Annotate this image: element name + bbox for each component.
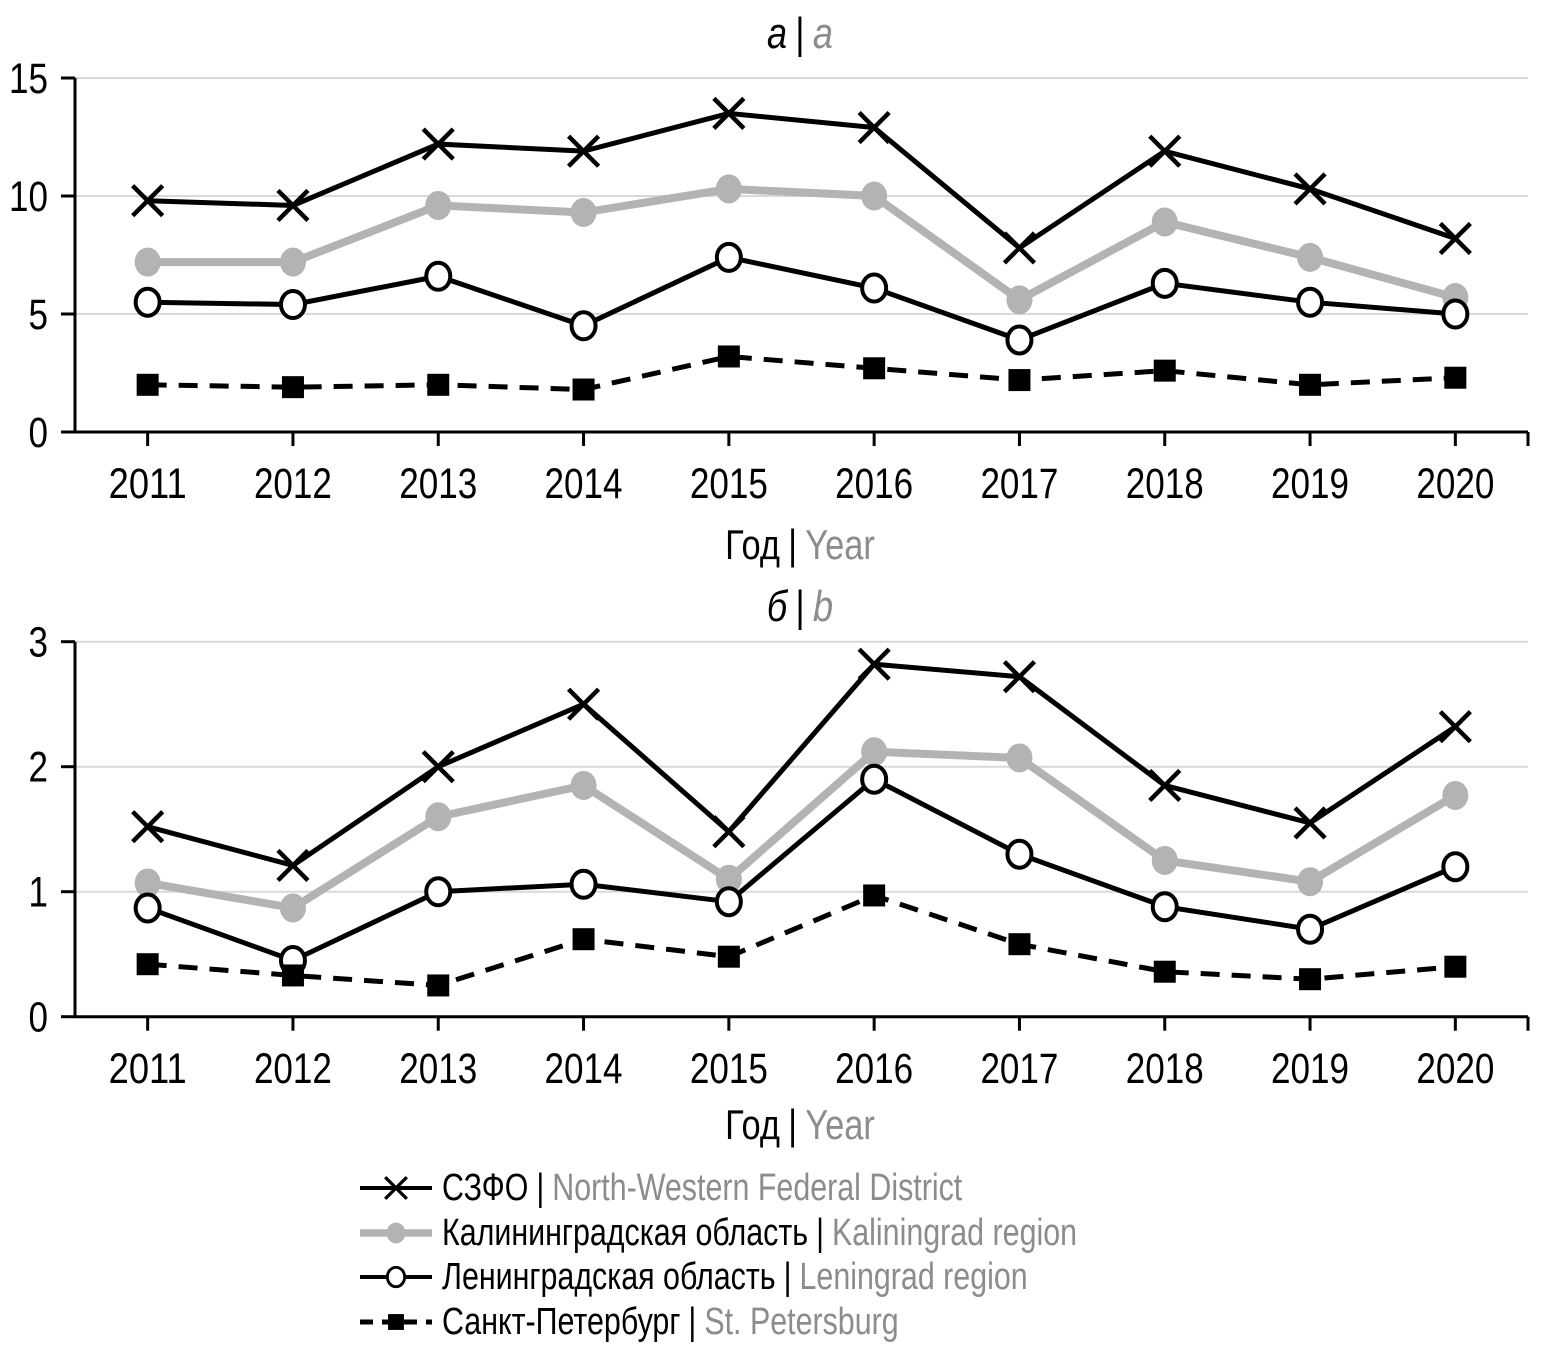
svg-text:2013: 2013 bbox=[399, 1045, 477, 1093]
chart-b-plot: 0 1 2 3 2011 2012 2013 2014 2015 2016 2017 2018 2019… bbox=[29, 619, 1530, 1093]
svg-text:2012: 2012 bbox=[254, 460, 332, 508]
svg-text:2012: 2012 bbox=[254, 1045, 332, 1093]
panel-b-title: б | b bbox=[144, 585, 1456, 629]
chart-b-xaxis-label-en: Year bbox=[805, 1101, 875, 1148]
chart-a-xaxis-separator: | bbox=[788, 521, 798, 568]
legend-label-leningrad-ru: Ленинградская область bbox=[442, 1256, 776, 1299]
svg-text:2015: 2015 bbox=[690, 460, 768, 508]
legend-label-szfo: СЗФО | North-Western Federal District bbox=[442, 1169, 962, 1207]
panel-a-label-ru: а bbox=[767, 9, 788, 58]
panel-b-label-en: b bbox=[812, 582, 834, 631]
legend-item-leningrad: Ленинградская область | Leningrad region bbox=[358, 1255, 1236, 1300]
svg-text:0: 0 bbox=[29, 409, 49, 457]
svg-text:2018: 2018 bbox=[1126, 460, 1204, 508]
legend-label-kaliningrad-en: Kaliningrad region bbox=[831, 1211, 1078, 1254]
legend-label-st-petersburg-en: St. Petersburg bbox=[704, 1300, 899, 1343]
legend-item-szfo: СЗФО | North-Western Federal District bbox=[358, 1166, 1236, 1211]
legend-label-kaliningrad-ru: Калининградская область bbox=[442, 1211, 809, 1254]
svg-text:2020: 2020 bbox=[1416, 460, 1494, 508]
svg-text:2020: 2020 bbox=[1416, 1045, 1494, 1093]
svg-text:2016: 2016 bbox=[835, 460, 913, 508]
svg-text:2015: 2015 bbox=[690, 1045, 768, 1093]
svg-text:2011: 2011 bbox=[109, 460, 187, 508]
svg-text:2016: 2016 bbox=[835, 1045, 913, 1093]
legend-separator: | bbox=[783, 1256, 792, 1299]
legend-label-kaliningrad: Калининградская область | Kaliningrad regi… bbox=[442, 1214, 1077, 1252]
panel-a-title-separator: | bbox=[795, 9, 805, 58]
svg-text:2019: 2019 bbox=[1271, 460, 1349, 508]
chart-a-xaxis-label-ru: Год bbox=[725, 521, 780, 568]
svg-text:2017: 2017 bbox=[980, 1045, 1058, 1093]
legend: СЗФО | North-Western Federal District Кали… bbox=[358, 1166, 1236, 1344]
legend-separator: | bbox=[688, 1300, 697, 1343]
svg-text:2014: 2014 bbox=[545, 460, 623, 508]
svg-text:3: 3 bbox=[29, 619, 49, 667]
svg-text:2019: 2019 bbox=[1271, 1045, 1349, 1093]
chart-a-xaxis-label-en: Year bbox=[805, 521, 875, 568]
svg-text:2013: 2013 bbox=[399, 460, 477, 508]
legend-line-sample-filled-square-icon bbox=[360, 1313, 432, 1330]
legend-label-st-petersburg: Санкт-Петербург | St. Petersburg bbox=[442, 1303, 899, 1341]
chart-b-xaxis-label-ru: Год bbox=[725, 1101, 780, 1148]
legend-line-sample-open-circle-icon bbox=[360, 1266, 432, 1289]
legend-separator: | bbox=[816, 1211, 824, 1254]
chart-a-plot: 0 5 10 15 2011 2012 2013 2014 2015 2016 2017 2018 20… bbox=[9, 55, 1530, 508]
legend-separator: | bbox=[536, 1167, 545, 1210]
chart-b-xaxis-separator: | bbox=[788, 1101, 798, 1148]
panel-a-title: а | a bbox=[144, 12, 1456, 56]
chart-a-xaxis-title: Год | Year bbox=[144, 524, 1456, 566]
svg-text:10: 10 bbox=[9, 173, 48, 221]
svg-text:5: 5 bbox=[29, 291, 49, 339]
chart-b-xaxis-title: Год | Year bbox=[144, 1104, 1456, 1146]
svg-text:2011: 2011 bbox=[109, 1045, 187, 1093]
legend-label-szfo-en: North-Western Federal District bbox=[552, 1167, 963, 1210]
legend-label-szfo-ru: СЗФО bbox=[442, 1167, 529, 1210]
svg-text:2017: 2017 bbox=[980, 460, 1058, 508]
legend-line-sample-filled-circle-icon bbox=[360, 1222, 432, 1244]
legend-line-sample-cross-icon bbox=[360, 1176, 432, 1201]
legend-label-leningrad-en: Leningrad region bbox=[799, 1256, 1028, 1299]
legend-item-st-petersburg: Санкт-Петербург | St. Petersburg bbox=[358, 1300, 1236, 1345]
svg-text:2: 2 bbox=[29, 744, 49, 792]
legend-label-st-petersburg-ru: Санкт-Петербург bbox=[442, 1300, 681, 1343]
svg-text:2018: 2018 bbox=[1126, 1045, 1204, 1093]
svg-text:0: 0 bbox=[29, 994, 49, 1042]
panel-b-title-separator: | bbox=[795, 582, 805, 631]
svg-text:15: 15 bbox=[9, 55, 48, 103]
svg-text:2014: 2014 bbox=[545, 1045, 623, 1093]
legend-label-leningrad: Ленинградская область | Leningrad region bbox=[442, 1258, 1028, 1296]
svg-text:1: 1 bbox=[29, 869, 49, 917]
panel-b-label-ru: б bbox=[766, 582, 788, 631]
legend-item-kaliningrad: Калининградская область | Kaliningrad regi… bbox=[358, 1211, 1236, 1256]
panel-a-label-en: a bbox=[812, 9, 833, 58]
